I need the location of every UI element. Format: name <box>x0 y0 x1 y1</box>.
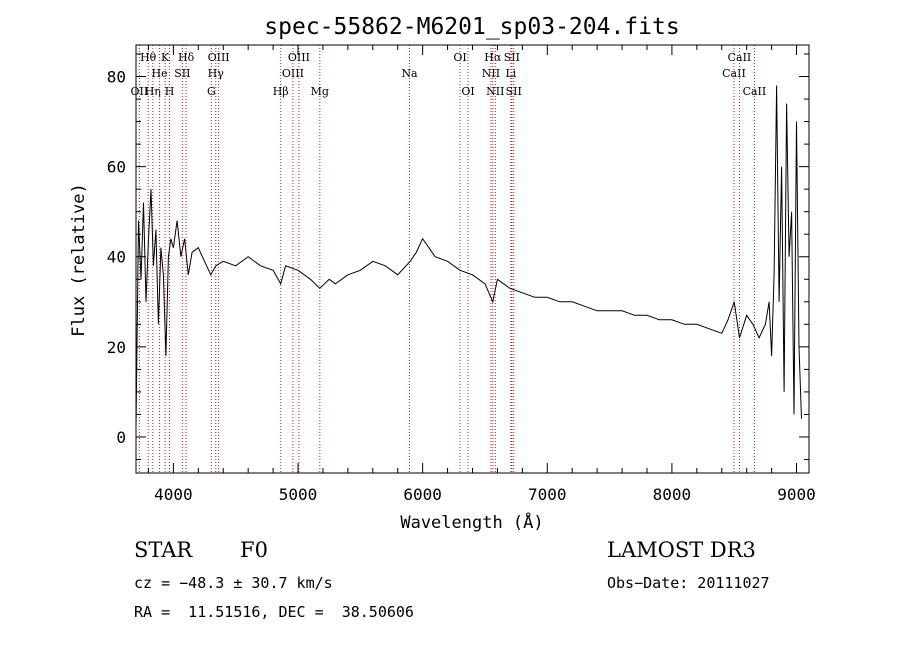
line-label: OIII <box>288 51 310 64</box>
y-tick-label: 60 <box>107 158 126 177</box>
redshift-readout: cz = −48.3 ± 30.7 km/s <box>134 574 333 592</box>
object-class: STAR <box>134 538 193 562</box>
emission-line-markers: OII Hθ Hη He K H Hδ SII G Hγ OIII Hβ OIII OIII Mg Na OI O… <box>131 45 767 473</box>
line-label: He <box>152 67 168 80</box>
y-axis-label: Flux (relative) <box>69 183 89 337</box>
line-label: CaII <box>743 85 767 98</box>
line-label: NII <box>486 85 504 98</box>
spectrum-series <box>135 85 802 428</box>
line-label: H <box>165 85 175 98</box>
y-tick-label: 0 <box>116 428 126 447</box>
x-tick-label: 9000 <box>777 485 816 504</box>
y-tick-label: 20 <box>107 338 126 357</box>
axes: 4000 5000 6000 7000 8000 9000 0 20 40 60 80 <box>107 45 816 504</box>
line-label: CaII <box>722 67 746 80</box>
spectrum-line <box>135 85 802 428</box>
x-tick-label: 6000 <box>403 485 442 504</box>
line-label: K <box>161 51 170 64</box>
observation-date: Obs−Date: 20111027 <box>607 574 770 592</box>
line-label: Hη <box>145 85 161 98</box>
line-label: Na <box>401 67 418 80</box>
x-tick-label: 4000 <box>154 485 193 504</box>
line-label: Hθ <box>140 51 157 64</box>
line-label: Mg <box>311 85 329 98</box>
chart-title: spec-55862-M6201_sp03-204.fits <box>264 14 679 40</box>
line-label: Hβ <box>273 85 289 98</box>
x-axis-label: Wavelength (Å) <box>400 511 543 533</box>
survey-name: LAMOST DR3 <box>607 538 756 562</box>
line-label: OIII <box>282 67 304 80</box>
coordinates: RA = 11.51516, DEC = 38.50606 <box>134 603 414 621</box>
line-label: Hγ <box>208 67 225 80</box>
line-label: Li <box>505 67 516 80</box>
line-label: OII <box>131 85 149 98</box>
y-tick-label: 40 <box>107 248 126 267</box>
line-label: OI <box>453 51 466 64</box>
line-label: SII <box>174 67 190 80</box>
x-tick-label: 7000 <box>528 485 567 504</box>
x-tick-label: 8000 <box>653 485 692 504</box>
plot-frame <box>135 44 810 474</box>
line-label: G <box>207 85 216 98</box>
x-tick-label: 5000 <box>279 485 318 504</box>
line-label: OIII <box>208 51 230 64</box>
y-tick-label: 80 <box>107 68 126 87</box>
line-label: OI <box>461 85 474 98</box>
line-label: NII <box>482 67 500 80</box>
line-label: SII <box>506 85 522 98</box>
line-label: SII <box>504 51 520 64</box>
spectral-subclass: F0 <box>240 538 268 562</box>
line-label: CaII <box>728 51 752 64</box>
line-label: Hδ <box>178 51 195 64</box>
line-label: Hα <box>484 51 502 64</box>
